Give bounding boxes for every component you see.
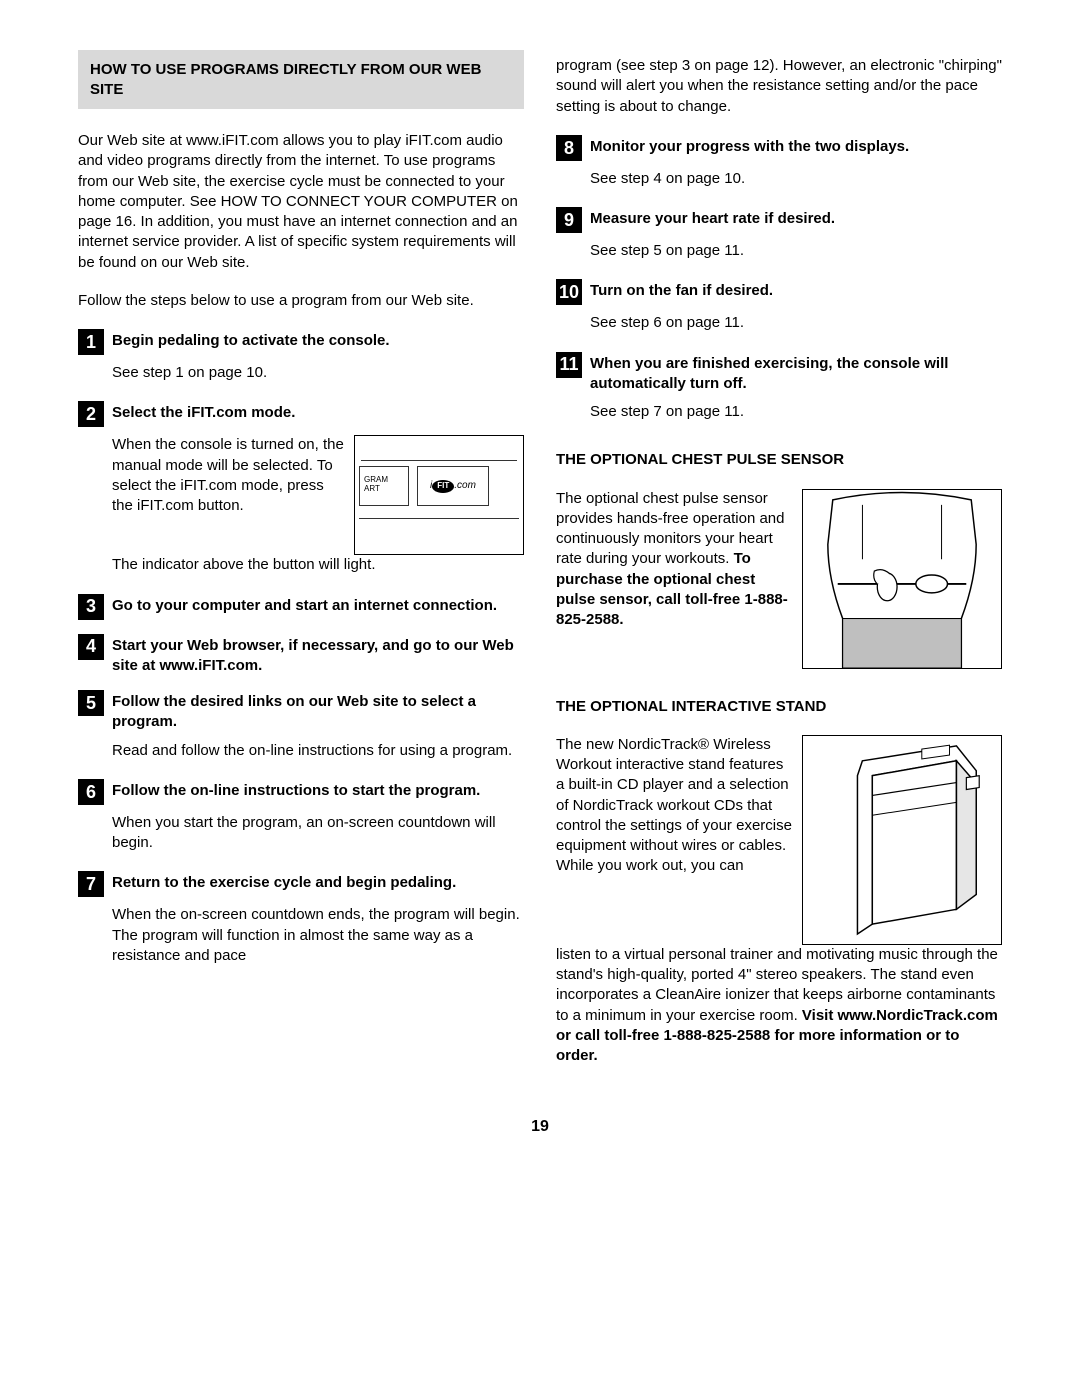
step-number-icon: 6 [78,779,104,805]
step-body: When you start the program, an on-screen… [112,813,524,854]
step-body: Read and follow the on-line instructions… [112,741,524,761]
step-number-icon: 8 [556,135,582,161]
step-title: Select the iFIT.com mode. [112,401,295,423]
step-title: Measure your heart rate if desired. [590,207,835,229]
step-title: Turn on the fan if desired. [590,279,773,301]
step2-text2: The indicator above the button will ligh… [112,556,376,573]
chest-sensor-diagram [802,489,1002,669]
step-10: 10 Turn on the fan if desired. [556,279,1002,305]
step-title: Start your Web browser, if necessary, an… [112,634,524,677]
console-diagram: iFIT.com [354,435,524,555]
step-body: When the on-screen countdown ends, the p… [112,905,524,966]
step-2: 2 Select the iFIT.com mode. [78,401,524,427]
step2-text1: When the console is turned on, the manua… [112,436,344,514]
step-title: Monitor your progress with the two displ… [590,135,909,157]
chest-sensor-heading: THE OPTIONAL CHEST PULSE SENSOR [556,450,1002,470]
step-1: 1 Begin pedaling to activate the console… [78,329,524,355]
intro-paragraph-2: Follow the steps below to use a program … [78,291,524,311]
step-body: See step 6 on page 11. [590,313,1002,333]
page-columns: HOW TO USE PROGRAMS DIRECTLY FROM OUR WE… [78,50,1002,1066]
step-title: When you are finished exercising, the co… [590,352,1002,395]
step-body: iFIT.com When the console is turned on, … [112,435,524,575]
step-title: Begin pedaling to activate the console. [112,329,390,351]
step-body: See step 7 on page 11. [590,402,1002,422]
step-number-icon: 3 [78,594,104,620]
step-8: 8 Monitor your progress with the two dis… [556,135,1002,161]
step-number-icon: 7 [78,871,104,897]
stand-diagram [802,735,1002,945]
chest-sensor-section: The optional chest pulse sensor provides… [556,489,1002,669]
step-9: 9 Measure your heart rate if desired. [556,207,1002,233]
step-title: Follow the desired links on our Web site… [112,690,524,733]
step-5: 5 Follow the desired links on our Web si… [78,690,524,733]
stand-body-2: listen to a virtual personal trainer and… [556,945,1002,1067]
step-6: 6 Follow the on-line instructions to sta… [78,779,524,805]
section-header: HOW TO USE PROGRAMS DIRECTLY FROM OUR WE… [78,50,524,109]
step-11: 11 When you are finished exercising, the… [556,352,1002,395]
step-3: 3 Go to your computer and start an inter… [78,594,524,620]
step-body: See step 1 on page 10. [112,363,524,383]
left-column: HOW TO USE PROGRAMS DIRECTLY FROM OUR WE… [78,50,524,1066]
page-number: 19 [78,1116,1002,1138]
intro-paragraph-1: Our Web site at www.iFIT.com allows you … [78,131,524,273]
step-number-icon: 4 [78,634,104,660]
step-title: Go to your computer and start an interne… [112,594,497,616]
step-number-icon: 5 [78,690,104,716]
step-number-icon: 10 [556,279,582,305]
step-number-icon: 1 [78,329,104,355]
step-title: Follow the on-line instructions to start… [112,779,480,801]
step-body: See step 4 on page 10. [590,169,1002,189]
stand-heading: THE OPTIONAL INTERACTIVE STAND [556,697,1002,717]
stand-text-1: The new NordicTrack® Wireless Workout in… [556,736,792,875]
step7-continuation: program (see step 3 on page 12). However… [556,56,1002,117]
step-number-icon: 9 [556,207,582,233]
step-title: Return to the exercise cycle and begin p… [112,871,456,893]
stand-section: The new NordicTrack® Wireless Workout in… [556,735,1002,945]
step-7: 7 Return to the exercise cycle and begin… [78,871,524,897]
step-number-icon: 2 [78,401,104,427]
right-column: program (see step 3 on page 12). However… [556,50,1002,1066]
step-body: See step 5 on page 11. [590,241,1002,261]
step-number-icon: 11 [556,352,582,378]
step-4: 4 Start your Web browser, if necessary, … [78,634,524,677]
